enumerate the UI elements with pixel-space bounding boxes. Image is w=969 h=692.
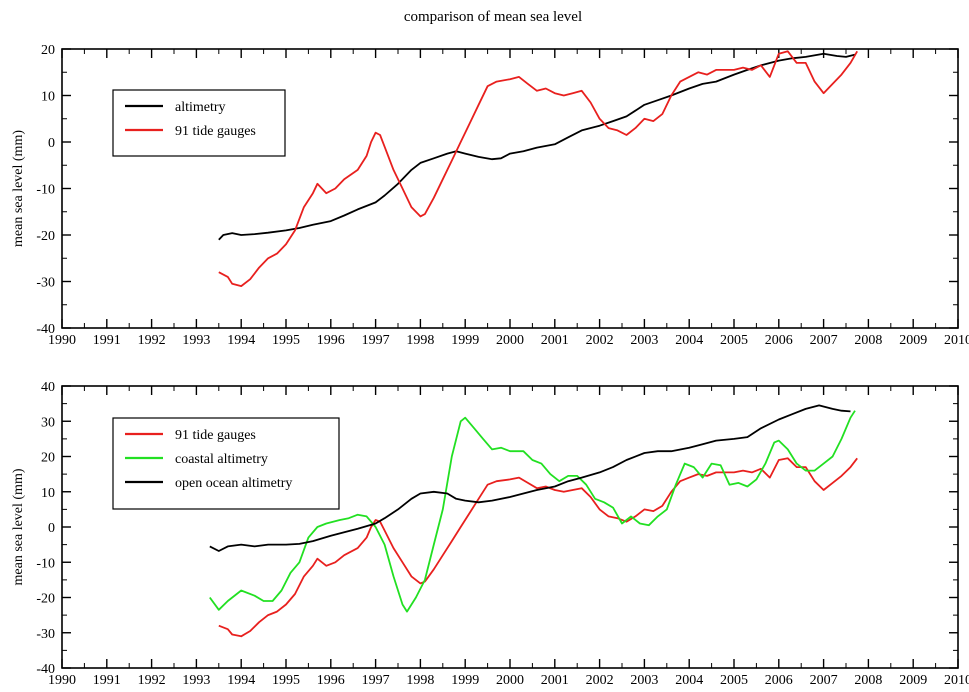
x-tick-label: 2005	[720, 673, 748, 688]
y-tick-label: 30	[41, 415, 55, 430]
legend-label: altimetry	[175, 100, 226, 115]
x-tick-label: 1995	[272, 673, 300, 688]
y-tick-label: 20	[41, 43, 55, 58]
x-tick-label: 1994	[227, 333, 255, 348]
chart-panels: 1990 1991 1992 1993 1994 1995 1996 1997 1998 1999…	[11, 43, 969, 688]
x-tick-label: 1998	[406, 333, 434, 348]
x-tick-label: 1998	[406, 673, 434, 688]
x-tick-label: 1990	[48, 333, 76, 348]
legend-box	[112, 89, 286, 157]
x-tick-label: 1990	[48, 673, 76, 688]
x-tick-label: 2010	[944, 333, 969, 348]
legend: 91 tide gauges coastal altimetry open ocea…	[112, 417, 340, 510]
x-tick-label: 2000	[496, 333, 524, 348]
x-tick-label: 1997	[362, 673, 390, 688]
y-tick-label: -10	[36, 556, 55, 571]
x-tick-label: 1991	[93, 333, 121, 348]
x-tick-label: 2009	[899, 673, 927, 688]
y-tick-label: -30	[36, 627, 55, 642]
x-tick-label: 2008	[854, 333, 882, 348]
x-tick-label: 2007	[810, 673, 838, 688]
series-line-open-ocean-altimetry	[209, 404, 851, 552]
y-tick-label: 10	[41, 90, 55, 105]
y-tick-label: 40	[41, 380, 55, 395]
x-tick-label: 1996	[317, 333, 345, 348]
y-tick-label: -40	[36, 662, 55, 677]
x-tick-label: 1996	[317, 673, 345, 688]
y-tick-label: -40	[36, 322, 55, 337]
x-tick-label: 1992	[138, 333, 166, 348]
legend-label: open ocean altimetry	[175, 476, 292, 491]
y-tick-label: -30	[36, 276, 55, 291]
x-tick-label: 2004	[675, 333, 703, 348]
x-tick-label: 2000	[496, 673, 524, 688]
series-line-coastal-altimetry	[209, 410, 856, 613]
x-tick-label: 2010	[944, 673, 969, 688]
y-tick-label: 0	[48, 136, 55, 151]
x-tick-label: 1992	[138, 673, 166, 688]
legend: altimetry 91 tide gauges	[112, 89, 286, 157]
y-axis-label: mean sea level (mm)	[11, 468, 26, 585]
legend-label: 91 tide gauges	[175, 124, 256, 139]
y-tick-label: 10	[41, 486, 55, 501]
x-tick-label: 2008	[854, 673, 882, 688]
y-tick-label: -20	[36, 229, 55, 244]
x-tick-label: 2001	[541, 673, 569, 688]
series-line-91-tide-gauges	[218, 457, 858, 638]
x-tick-label: 2006	[765, 673, 793, 688]
x-tick-label: 2002	[586, 673, 614, 688]
x-tick-label: 2003	[630, 673, 658, 688]
y-tick-label: 20	[41, 451, 55, 466]
chart-panel-1: 1990 1991 1992 1993 1994 1995 1996 1997 1998 1999…	[11, 43, 969, 348]
y-tick-label: 0	[48, 521, 55, 536]
legend-label: 91 tide gauges	[175, 428, 256, 443]
x-tick-label: 2009	[899, 333, 927, 348]
figure-title: comparison of mean sea level	[404, 9, 582, 25]
y-tick-label: -20	[36, 592, 55, 607]
x-tick-label: 2003	[630, 333, 658, 348]
x-tick-label: 2004	[675, 673, 703, 688]
x-tick-label: 1999	[451, 333, 479, 348]
x-tick-label: 2002	[586, 333, 614, 348]
x-tick-label: 2001	[541, 333, 569, 348]
x-tick-label: 1999	[451, 673, 479, 688]
x-tick-label: 1994	[227, 673, 255, 688]
x-tick-label: 1995	[272, 333, 300, 348]
chart-panel-2: 1990 1991 1992 1993 1994 1995 1996 1997 1998 1999…	[11, 380, 969, 688]
legend-label: coastal altimetry	[175, 452, 268, 467]
x-tick-label: 2005	[720, 333, 748, 348]
series-line-91-tide-gauges	[218, 50, 858, 287]
x-tick-label: 1991	[93, 673, 121, 688]
x-tick-label: 2006	[765, 333, 793, 348]
x-tick-label: 1993	[182, 673, 210, 688]
series-line-altimetry	[218, 52, 856, 241]
x-tick-label: 2007	[810, 333, 838, 348]
y-tick-label: -10	[36, 183, 55, 198]
y-axis-label: mean sea level (mm)	[11, 130, 26, 247]
x-tick-label: 1997	[362, 333, 390, 348]
x-tick-label: 1993	[182, 333, 210, 348]
